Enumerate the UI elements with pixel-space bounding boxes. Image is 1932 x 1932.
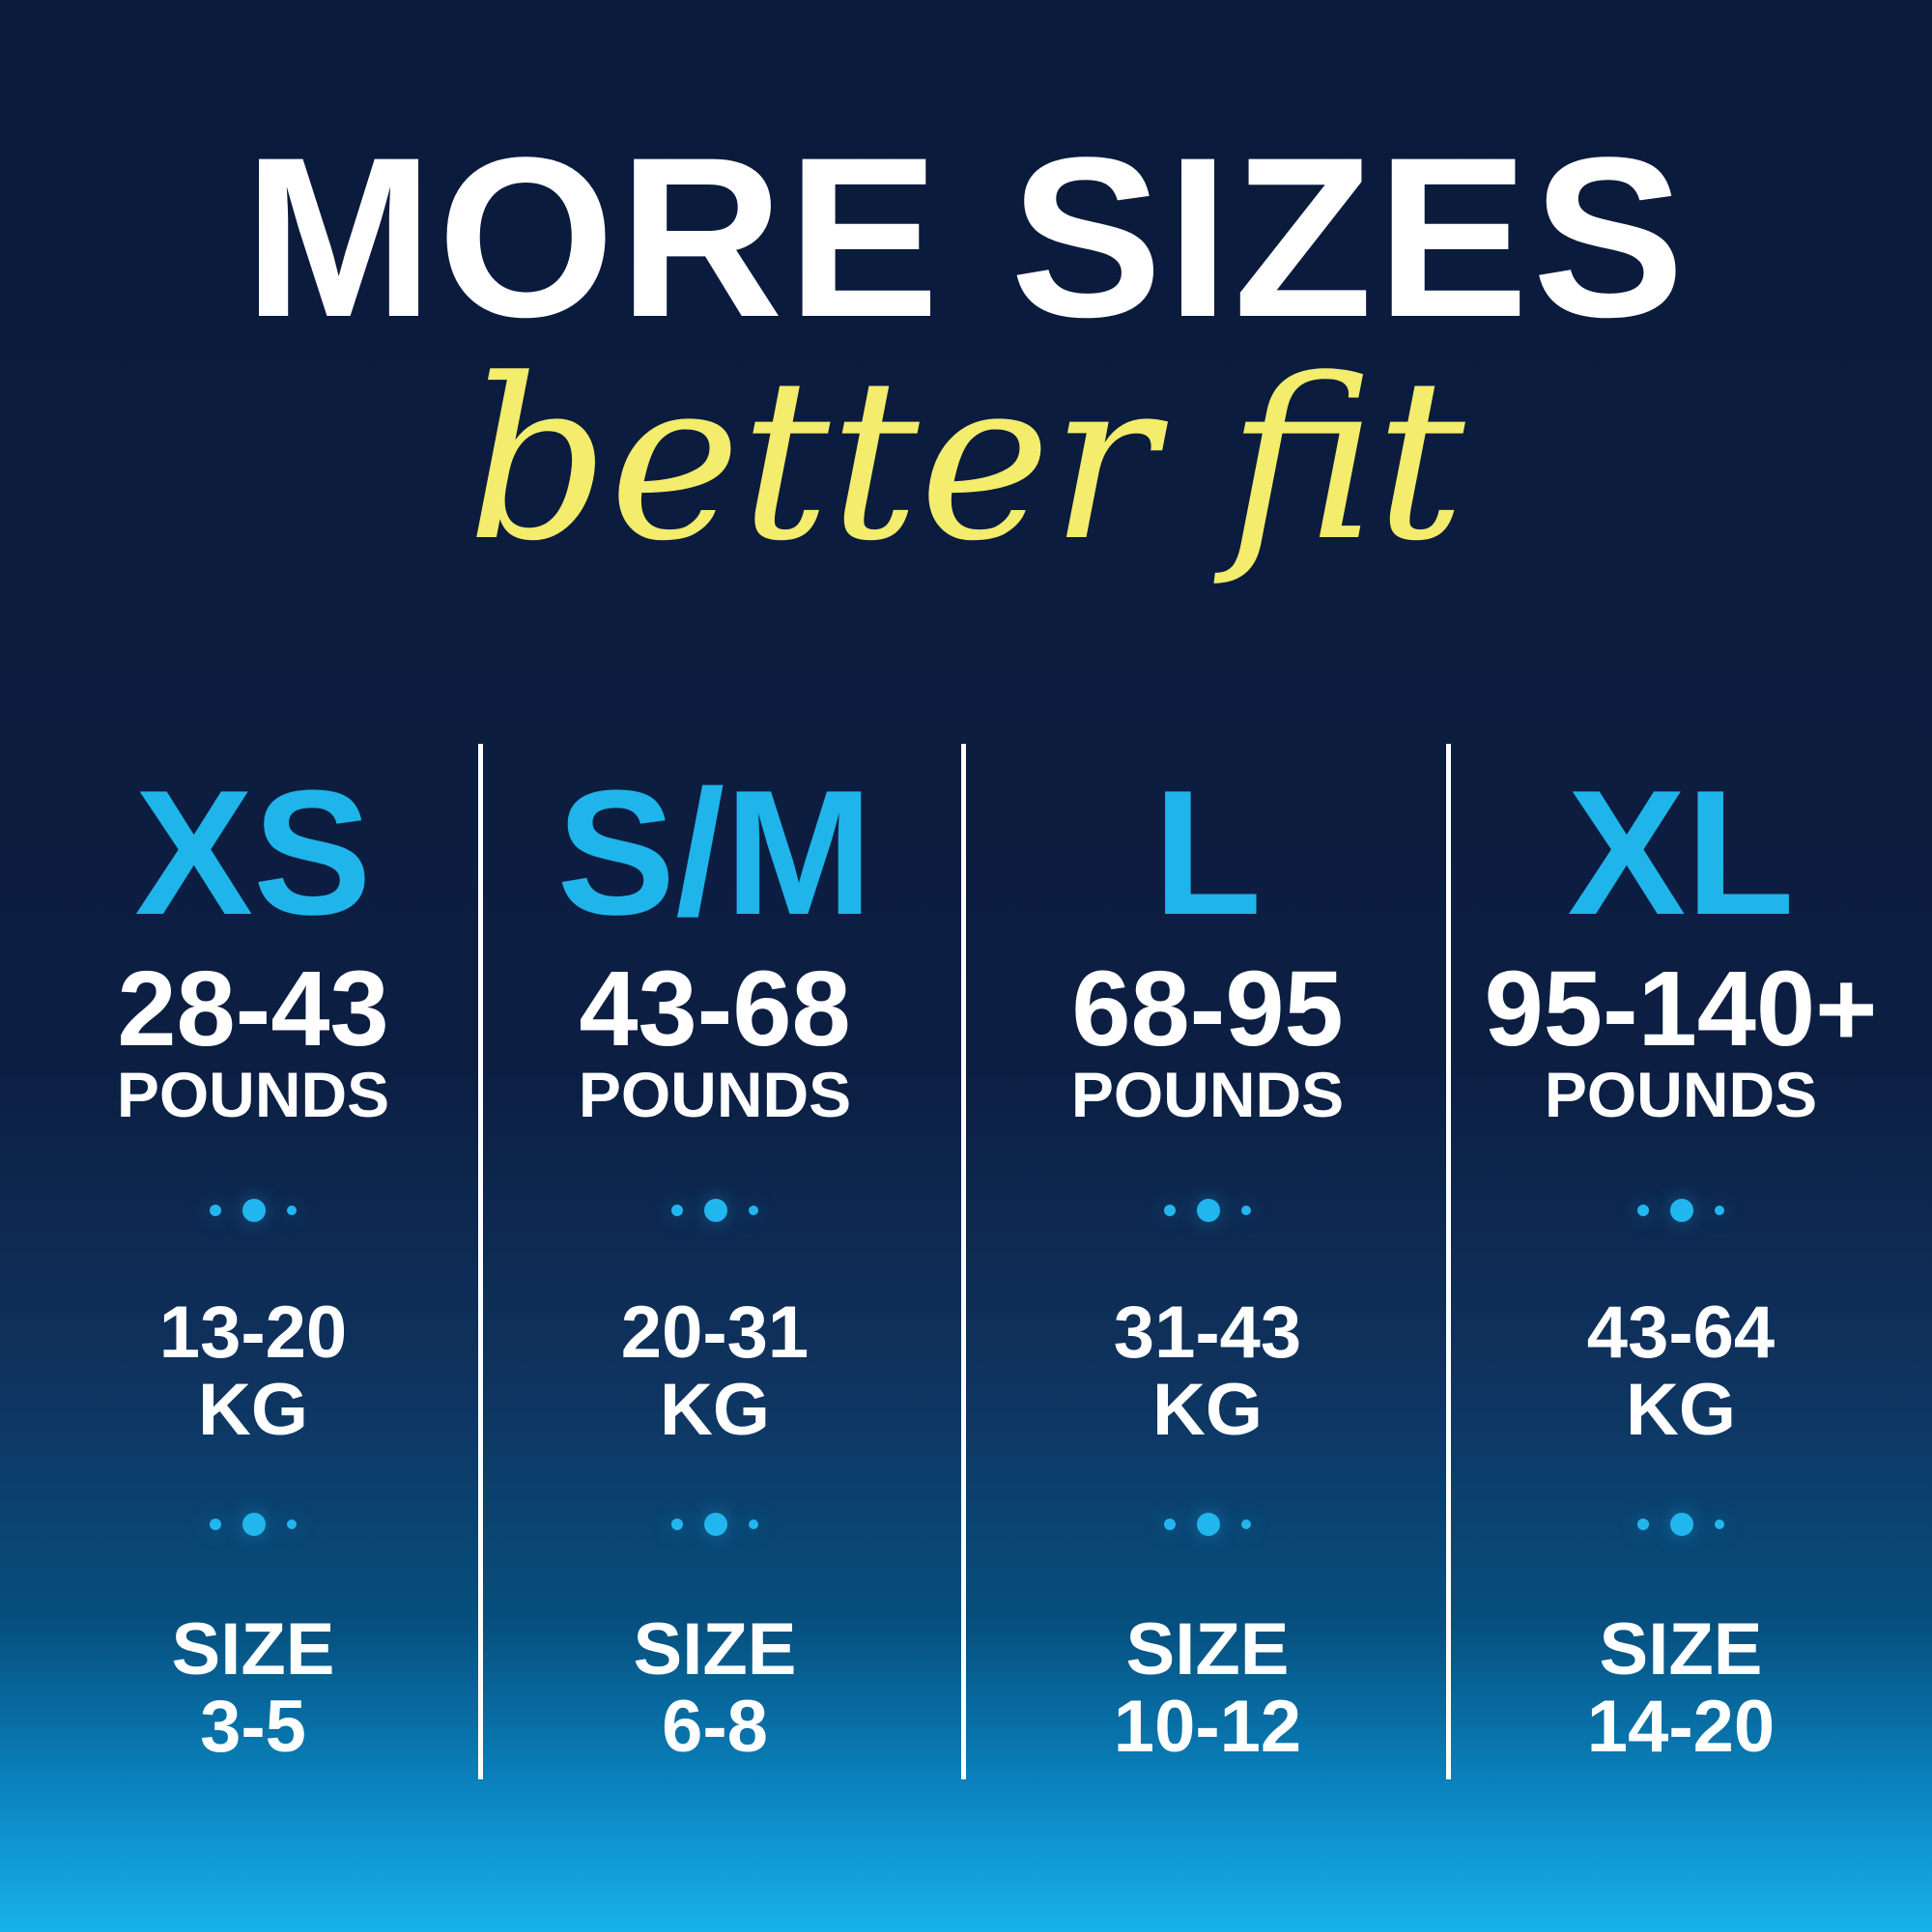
kg-block: 20-31 KG (483, 1294, 947, 1449)
clothing-size-block: SIZE 3-5 (21, 1611, 485, 1766)
size-range: 10-12 (1113, 1685, 1302, 1768)
kg-unit: KG (1152, 1368, 1263, 1451)
pounds-unit: POUNDS (116, 1059, 390, 1130)
size-range: 14-20 (1586, 1685, 1776, 1768)
pounds-range: 68-95 (1071, 950, 1344, 1068)
dots-separator-icon (976, 1196, 1439, 1225)
kg-range: 20-31 (620, 1292, 810, 1374)
clothing-size-block: SIZE 10-12 (976, 1611, 1439, 1766)
clothing-size-block: SIZE 6-8 (483, 1611, 947, 1766)
dots-separator-icon (483, 1196, 947, 1225)
pounds-unit: POUNDS (1070, 1059, 1345, 1130)
size-label: SIZE (171, 1608, 335, 1690)
pounds-unit: POUNDS (1544, 1059, 1818, 1130)
size-name: S/M (556, 753, 873, 952)
column-divider (478, 744, 483, 1779)
size-label: SIZE (633, 1608, 797, 1690)
size-range: 6-8 (662, 1685, 768, 1768)
kg-range: 13-20 (158, 1292, 348, 1374)
dots-separator-icon (1449, 1196, 1913, 1225)
dots-separator-icon (976, 1510, 1439, 1539)
kg-range: 43-64 (1586, 1292, 1776, 1374)
size-range: 3-5 (200, 1685, 306, 1768)
kg-block: 31-43 KG (976, 1294, 1439, 1449)
kg-unit: KG (660, 1368, 770, 1451)
column-divider (961, 744, 966, 1779)
kg-unit: KG (198, 1368, 308, 1451)
size-name: L (1152, 753, 1263, 952)
subheadline: better fit (467, 332, 1465, 590)
kg-block: 43-64 KG (1449, 1294, 1913, 1449)
clothing-size-block: SIZE 14-20 (1449, 1611, 1913, 1766)
kg-unit: KG (1626, 1368, 1736, 1451)
pounds-range: 95-140+ (1484, 950, 1878, 1068)
size-name: XS (134, 753, 372, 952)
kg-block: 13-20 KG (21, 1294, 485, 1449)
pounds-range: 43-68 (579, 950, 851, 1068)
pounds-unit: POUNDS (578, 1059, 852, 1130)
dots-separator-icon (21, 1196, 485, 1225)
dots-separator-icon (483, 1510, 947, 1539)
size-name: XL (1567, 753, 1795, 952)
headline: MORE SIZES (243, 110, 1689, 365)
size-label: SIZE (1599, 1608, 1763, 1690)
dots-separator-icon (21, 1510, 485, 1539)
dots-separator-icon (1449, 1510, 1913, 1539)
size-label: SIZE (1125, 1608, 1290, 1690)
pounds-range: 28-43 (117, 950, 389, 1068)
kg-range: 31-43 (1113, 1292, 1302, 1374)
column-divider (1446, 744, 1451, 1779)
